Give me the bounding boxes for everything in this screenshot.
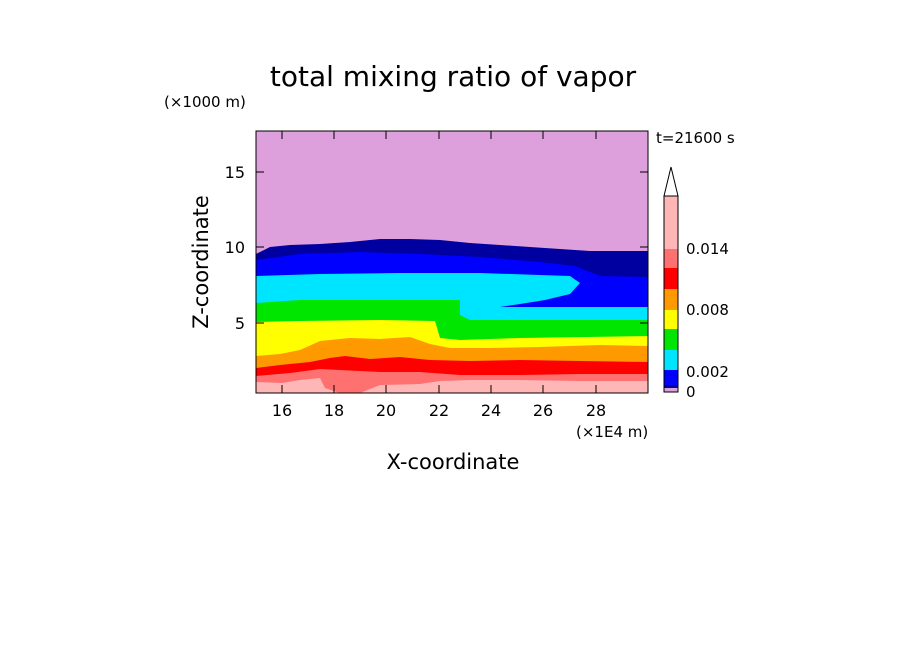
colorbar-swatch-pink [664,196,678,249]
y-unit-label: (×1000 m) [164,93,246,111]
x-tick-labels: 16 18 20 22 24 26 28 [272,401,606,420]
band-pink [256,378,648,393]
y-tick-label: 10 [225,238,245,257]
colorbar-swatch-lavender [664,388,678,392]
colorbar-label: 0.008 [686,301,729,319]
chart-title: total mixing ratio of vapor [270,60,637,93]
colorbar-label: 0 [686,383,696,401]
x-tick-label: 18 [324,401,344,420]
x-unit-label: (×1E4 m) [576,423,648,441]
plot-area [255,130,649,394]
x-axis-label: X-coordinate [387,450,520,474]
x-tick-label: 26 [533,401,553,420]
colorbar-swatch-salmon [664,249,678,268]
x-tick-label: 20 [376,401,396,420]
colorbar-extend-arrow [663,166,679,197]
colorbar-swatch-cyan [664,350,678,370]
y-axis-label: Z-coordinate [189,195,213,329]
axis-ticks [256,131,648,393]
y-tick-label: 15 [225,163,245,182]
colorbar-frame [663,195,679,393]
colorbar-label: 0.002 [686,363,729,381]
x-tick-label: 24 [481,401,501,420]
colorbar [663,166,679,393]
colorbar-labels: 0.014 0.008 0.002 0 [686,240,729,401]
y-tick-label: 5 [235,314,245,333]
band-cyan-lower [500,307,648,312]
colorbar-swatch-red [664,268,678,289]
y-tick-labels: 5 10 15 [225,163,245,333]
time-label: t=21600 s [656,129,735,147]
x-tick-label: 22 [429,401,449,420]
colorbar-swatch-green [664,329,678,350]
colorbar-swatch-yellow [664,310,678,329]
x-tick-label: 28 [586,401,606,420]
colorbar-swatch-orange [664,289,678,310]
x-tick-label: 16 [272,401,292,420]
plot-frame [255,130,649,394]
colorbar-swatch-navy [664,385,678,388]
colorbar-swatch-blue [664,370,678,385]
colorbar-label: 0.014 [686,240,729,258]
